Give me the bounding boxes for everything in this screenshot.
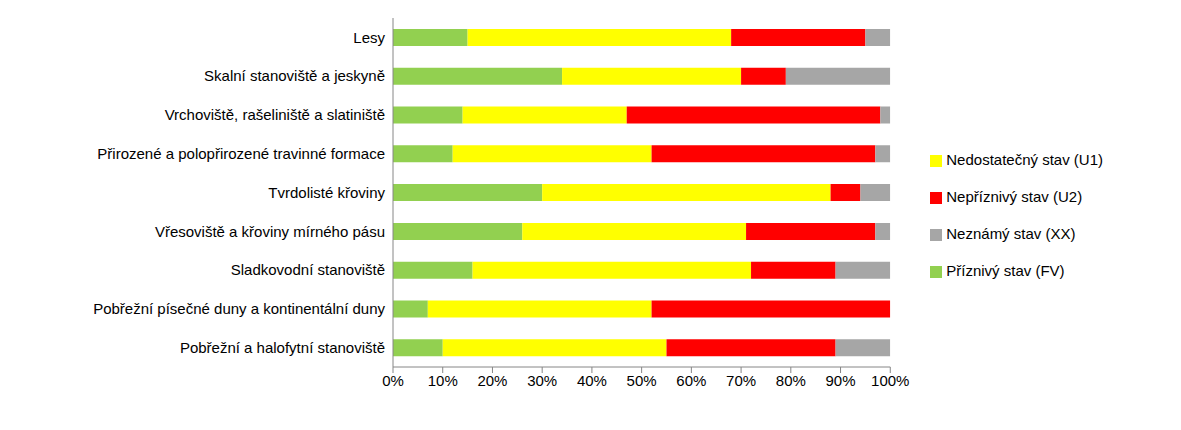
svg-text:Sladkovodní stanoviště: Sladkovodní stanoviště [231,261,385,278]
svg-text:70%: 70% [726,372,756,389]
svg-text:Vrchoviště, rašeliniště a slat: Vrchoviště, rašeliniště a slatiniště [165,106,385,123]
svg-text:0%: 0% [382,372,404,389]
svg-text:10%: 10% [428,372,458,389]
svg-text:30%: 30% [527,372,557,389]
svg-text:Vřesoviště a křoviny mírného p: Vřesoviště a křoviny mírného pásu [155,223,385,240]
svg-text:Skalní stanoviště a jeskyně: Skalní stanoviště a jeskyně [204,67,385,84]
svg-text:Pobřežní písečné duny a kontin: Pobřežní písečné duny a kontinentální du… [93,300,385,317]
svg-text:40%: 40% [577,372,607,389]
html-text:Příznivý stav (FV): Příznivý stav (FV) [946,262,1065,279]
svg-text:Přirozené a polopřirozené trav: Přirozené a polopřirozené travinné forma… [97,145,385,162]
svg-text:90%: 90% [826,372,856,389]
svg-text:60%: 60% [676,372,706,389]
svg-text:Pobřežní a halofytní stanovišt: Pobřežní a halofytní stanoviště [180,339,385,356]
svg-text:80%: 80% [776,372,806,389]
svg-text:Tvrdolisté křoviny: Tvrdolisté křoviny [268,184,385,201]
svg-text:Lesy: Lesy [353,29,385,46]
html-text:Nepříznivý stav (U2): Nepříznivý stav (U2) [946,188,1083,205]
svg-text:50%: 50% [627,372,657,389]
svg-text:20%: 20% [477,372,507,389]
html-text:Nedostatečný stav (U1): Nedostatečný stav (U1) [946,151,1103,168]
svg-text:100%: 100% [871,372,909,389]
html-text:Neznámý stav (XX): Neznámý stav (XX) [946,225,1076,242]
